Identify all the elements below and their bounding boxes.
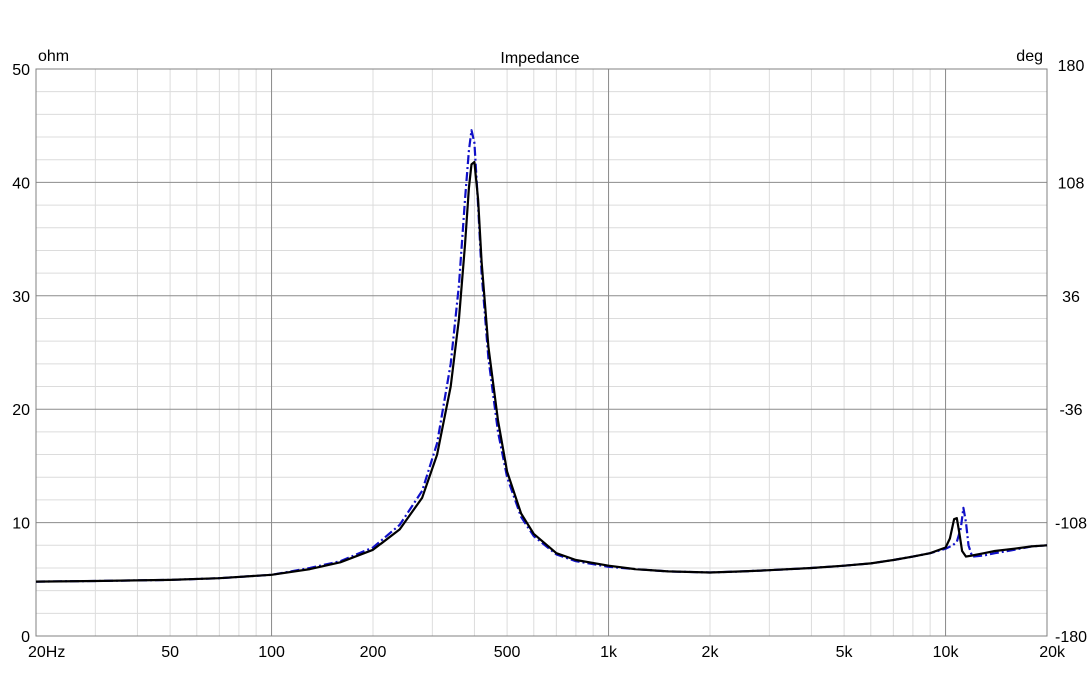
y-tick-label: 30 (12, 289, 30, 306)
x-tick-label: 20Hz (28, 644, 65, 661)
x-tick-label: 2k (702, 644, 720, 661)
y-axis-unit-left: ohm (38, 48, 69, 65)
y2-tick-label: 36 (1062, 289, 1080, 306)
major-grid (36, 69, 1047, 636)
x-tick-label: 50 (161, 644, 179, 661)
x-tick-label: 100 (258, 644, 285, 661)
y-tick-labels: 0 10 20 30 40 50 (12, 62, 30, 646)
x-tick-labels: 20Hz 50 100 200 500 1k 2k 5k 10k 20k (28, 644, 1066, 661)
series-line-1 (35, 129, 1048, 583)
minor-grid (36, 69, 1047, 636)
x-tick-label: 10k (933, 644, 960, 661)
plot-background (36, 69, 1047, 636)
series-layer (35, 129, 1048, 583)
x-tick-label: 1k (600, 644, 618, 661)
y2-tick-label: 108 (1058, 175, 1085, 192)
y2-tick-label: -180 (1055, 629, 1087, 646)
y2-tick-label: -36 (1059, 402, 1082, 419)
y2-tick-label: 180 (1058, 58, 1085, 75)
x-tick-label: 5k (836, 644, 854, 661)
plot-frame (35, 68, 1048, 637)
x-tick-label: 500 (494, 644, 521, 661)
chart-title: Impedance (500, 50, 579, 67)
y-tick-label: 10 (12, 516, 30, 533)
y2-tick-labels: -180 -108 -36 36 108 180 (1055, 58, 1087, 646)
y-axis-unit-right: deg (1016, 48, 1043, 65)
y-tick-label: 0 (21, 629, 30, 646)
y-tick-label: 40 (12, 175, 30, 192)
y2-tick-label: -108 (1055, 516, 1087, 533)
x-tick-label: 200 (360, 644, 387, 661)
y-tick-label: 50 (12, 62, 30, 79)
y-tick-label: 20 (12, 402, 30, 419)
series-line-2 (35, 160, 1048, 583)
x-tick-label: 20k (1039, 644, 1066, 661)
